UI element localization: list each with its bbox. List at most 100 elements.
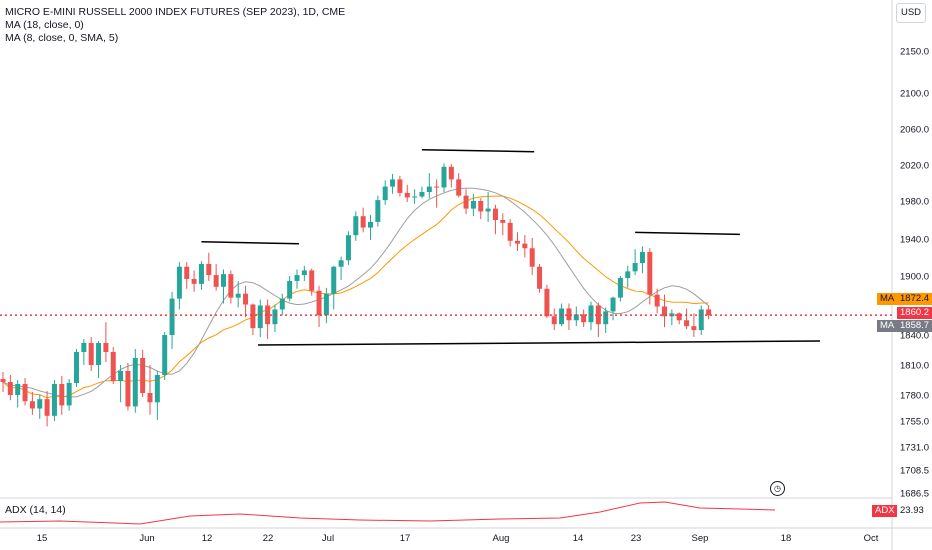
candle-body: [59, 384, 65, 406]
candle-body: [66, 383, 72, 406]
x-tick-label: Aug: [493, 533, 510, 544]
candle-body: [610, 297, 616, 312]
candle-body: [522, 243, 528, 249]
y-tick-label: 1755.0: [900, 417, 929, 428]
candle-body: [140, 358, 146, 393]
candle-body: [154, 375, 160, 403]
candle-body: [213, 275, 219, 287]
candle-body: [7, 382, 13, 395]
currency-button[interactable]: USD: [896, 3, 926, 23]
candle-body: [51, 384, 57, 416]
y-tick-label: 1780.0: [900, 391, 929, 402]
candle-body: [492, 208, 498, 220]
y-tick-label: 2150.0: [900, 47, 929, 58]
candle-body: [331, 266, 337, 294]
support-line: [257, 340, 821, 346]
resistance-line: [421, 148, 535, 153]
y-tick-label: 1708.5: [900, 466, 929, 477]
ma-fast-legend[interactable]: MA (8, close, 0, SMA, 5): [5, 32, 119, 44]
adx-tag: ADX: [872, 505, 898, 517]
candle-body: [647, 251, 653, 295]
clock-icon[interactable]: ◷: [770, 481, 785, 496]
candle-body: [397, 179, 403, 193]
x-tick-label: Oct: [864, 533, 879, 544]
adx-line: [0, 501, 776, 525]
candle-body: [279, 298, 285, 310]
last-price-label: 1860.2: [897, 307, 932, 319]
candle-body: [169, 298, 175, 335]
candle-body: [74, 352, 79, 383]
candle-body: [132, 358, 138, 407]
ma-tag-2: MA: [877, 320, 898, 332]
candle-body: [485, 208, 491, 212]
candle-body: [235, 293, 241, 298]
candle-body: [44, 399, 50, 416]
candle-body: [368, 221, 373, 228]
candle-body: [110, 352, 116, 381]
candle-body: [559, 308, 565, 325]
candle-body: [221, 274, 226, 287]
x-tick-label: Jul: [322, 533, 334, 544]
y-tick-label: 1940.0: [900, 235, 929, 246]
candle-body: [426, 186, 432, 192]
y-tick-label: 1731.0: [900, 443, 929, 454]
candle-body: [323, 293, 329, 316]
adx-legend[interactable]: ADX (14, 14): [5, 504, 66, 516]
candle-body: [404, 192, 410, 198]
candle-body: [287, 280, 293, 299]
candle-body: [691, 326, 697, 331]
candle-body: [456, 179, 462, 196]
candle-body: [15, 384, 21, 395]
candle-body: [662, 306, 667, 317]
candle-body: [103, 343, 109, 352]
candle-body: [191, 278, 197, 284]
candle-body: [470, 201, 476, 209]
y-tick-label: 1980.0: [900, 197, 929, 208]
x-tick-label: 15: [37, 533, 48, 544]
y-tick-label: 1900.0: [900, 272, 929, 283]
x-tick-label: 17: [400, 533, 411, 544]
candle-body: [294, 275, 300, 281]
candle-body: [147, 393, 153, 403]
candle-body: [316, 290, 322, 316]
candle-body: [617, 277, 623, 298]
y-tick-label: 2060.0: [900, 125, 929, 136]
candle-body: [184, 266, 190, 279]
candle-body: [544, 288, 550, 317]
y-tick-label: 2100.0: [900, 89, 929, 100]
candle-body: [360, 216, 366, 228]
ma-tag-1: MA: [877, 293, 898, 305]
candle-body: [118, 371, 124, 381]
candle-body: [698, 309, 704, 331]
adx-value: 23.93: [897, 505, 927, 517]
candle-body: [448, 166, 454, 180]
candle-body: [595, 305, 601, 325]
candle-body: [338, 260, 344, 267]
candle-body: [206, 263, 212, 276]
candle-body: [551, 316, 557, 325]
candle-body: [706, 309, 712, 316]
candle-body: [529, 248, 535, 267]
candle-body: [265, 305, 271, 325]
x-tick-label: Jun: [139, 533, 154, 544]
candle-body: [625, 271, 631, 278]
candle-body: [478, 201, 484, 212]
ma-slow-legend[interactable]: MA (18, close, 0): [5, 19, 84, 31]
candle-body: [434, 186, 440, 188]
candle-body: [125, 371, 131, 407]
x-tick-label: 14: [573, 533, 584, 544]
y-tick-label: 1840.0: [900, 331, 929, 342]
candle-body: [257, 305, 263, 329]
candle-body: [507, 222, 513, 241]
x-tick-label: 18: [781, 533, 792, 544]
candle-body: [566, 308, 572, 321]
candle-body: [88, 343, 94, 365]
candle-body: [243, 293, 249, 305]
candle-body: [654, 294, 660, 307]
x-tick-label: 23: [631, 533, 642, 544]
candle-body: [390, 179, 396, 187]
candle-body: [309, 270, 315, 291]
candle-body: [632, 263, 638, 272]
x-tick-label: 12: [202, 533, 213, 544]
